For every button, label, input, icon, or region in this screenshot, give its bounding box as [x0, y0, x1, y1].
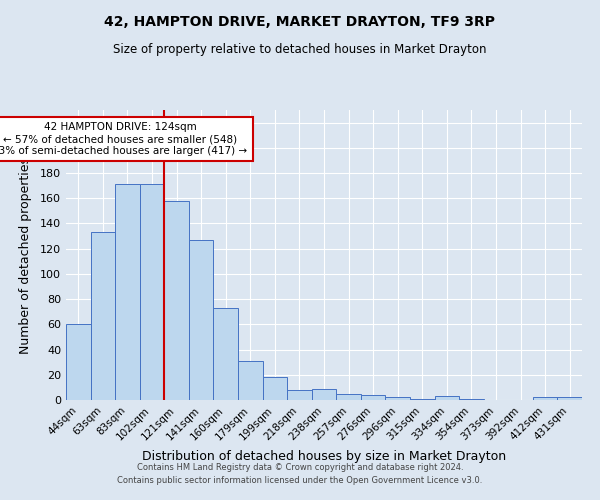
- Bar: [287, 390, 312, 400]
- Text: Contains public sector information licensed under the Open Government Licence v3: Contains public sector information licen…: [118, 476, 482, 485]
- Bar: [164, 201, 189, 400]
- Bar: [385, 398, 410, 400]
- Bar: [115, 184, 140, 400]
- Y-axis label: Number of detached properties: Number of detached properties: [19, 156, 32, 354]
- Bar: [140, 184, 164, 400]
- Bar: [263, 378, 287, 400]
- X-axis label: Distribution of detached houses by size in Market Drayton: Distribution of detached houses by size …: [142, 450, 506, 463]
- Bar: [361, 395, 385, 400]
- Bar: [336, 394, 361, 400]
- Bar: [533, 398, 557, 400]
- Text: 42, HAMPTON DRIVE, MARKET DRAYTON, TF9 3RP: 42, HAMPTON DRIVE, MARKET DRAYTON, TF9 3…: [104, 15, 496, 29]
- Bar: [434, 396, 459, 400]
- Bar: [557, 398, 582, 400]
- Bar: [214, 308, 238, 400]
- Text: 42 HAMPTON DRIVE: 124sqm
← 57% of detached houses are smaller (548)
43% of semi-: 42 HAMPTON DRIVE: 124sqm ← 57% of detach…: [0, 122, 248, 156]
- Text: Contains HM Land Registry data © Crown copyright and database right 2024.: Contains HM Land Registry data © Crown c…: [137, 464, 463, 472]
- Bar: [410, 398, 434, 400]
- Text: Size of property relative to detached houses in Market Drayton: Size of property relative to detached ho…: [113, 42, 487, 56]
- Bar: [66, 324, 91, 400]
- Bar: [91, 232, 115, 400]
- Bar: [312, 388, 336, 400]
- Bar: [459, 398, 484, 400]
- Bar: [238, 361, 263, 400]
- Bar: [189, 240, 214, 400]
